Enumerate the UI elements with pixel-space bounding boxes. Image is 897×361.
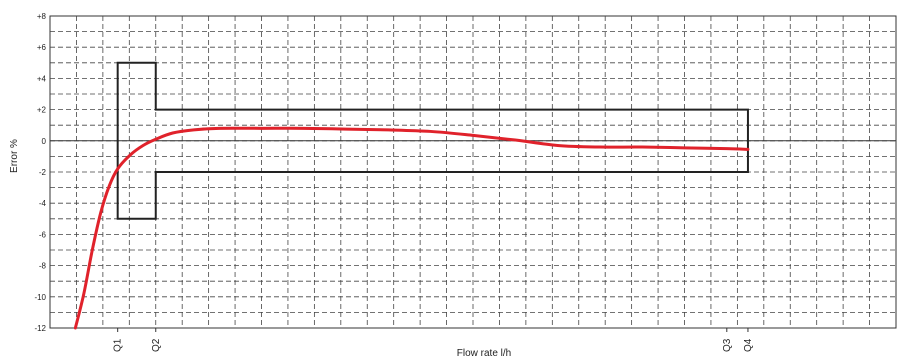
flow-marker-label: Q1 [113,338,124,352]
y-tick-label: -2 [39,168,47,177]
tolerance-envelope [116,61,749,220]
flow-marker-label: Q2 [151,338,162,352]
y-axis-label: Error % [9,139,20,173]
y-tick-label: +6 [37,43,47,52]
y-tick-label: -10 [34,293,46,302]
y-tick-label: -4 [39,199,47,208]
y-tick-label: -12 [34,324,46,333]
y-tick-label: +4 [37,74,47,83]
error-curve [73,126,750,330]
x-axis-label: Flow rate l/h [457,348,511,359]
flow-markers: Q1 Q2 Q3 Q4 [113,328,754,352]
y-tick-label: +2 [37,106,47,115]
flow-marker-label: Q3 [722,338,733,352]
y-tick-label: -8 [39,262,47,271]
series-layer [73,126,750,330]
y-tick-label: +8 [37,12,47,21]
y-axis: +8 +6 +4 +2 0 -2 -4 -6 -8 -10 -12 [34,12,46,333]
y-tick-label: -6 [39,230,47,239]
chart-grid [49,15,897,329]
flow-marker-label: Q4 [743,338,754,352]
envelope-outline [116,61,749,220]
y-tick-label: 0 [42,137,47,146]
